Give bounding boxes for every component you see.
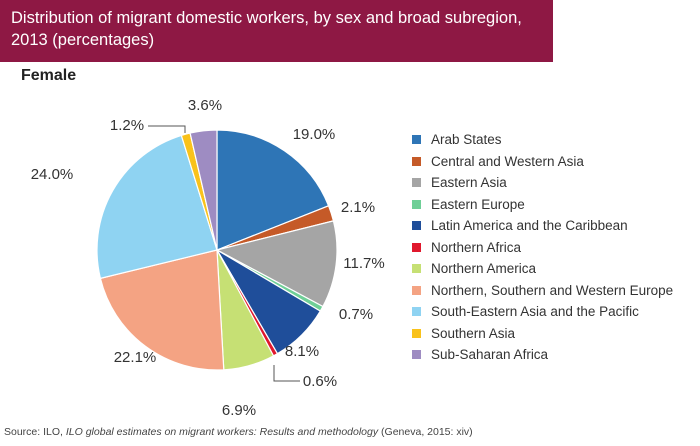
- legend-swatch: [412, 242, 421, 252]
- data-label-latin-america-and-the-caribbean: 8.1%: [285, 343, 319, 360]
- legend-item-south-eastern-asia-and-the-pacific: South-Eastern Asia and the Pacific: [412, 301, 673, 323]
- legend-swatch: [412, 135, 421, 145]
- legend-label: Sub-Saharan Africa: [431, 347, 549, 363]
- legend-label: Eastern Europe: [431, 196, 525, 212]
- data-label-southern-asia: 1.2%: [110, 117, 144, 134]
- data-label-central-and-western-asia: 2.1%: [341, 199, 375, 216]
- pie-slice-eastern-asia: [215, 220, 338, 308]
- legend-label: Central and Western Asia: [431, 153, 584, 169]
- source-prefix: Source: ILO,: [4, 426, 66, 438]
- legend-label: Southern Asia: [431, 325, 516, 341]
- legend-item-eastern-asia: Eastern Asia: [412, 172, 673, 194]
- data-label-eastern-asia: 11.7%: [343, 255, 384, 272]
- legend-item-arab-states: Arab States: [412, 129, 673, 151]
- legend-swatch: [412, 328, 421, 338]
- legend-item-northern-africa: Northern Africa: [412, 237, 673, 259]
- source-title: ILO global estimates on migrant workers:…: [65, 426, 379, 438]
- legend-item-southern-asia: Southern Asia: [412, 323, 673, 345]
- legend-label: Arab States: [431, 132, 502, 148]
- legend-label: Northern, Southern and Western Europe: [431, 282, 674, 298]
- legend-swatch: [412, 221, 421, 231]
- legend-swatch: [412, 285, 421, 295]
- pie-slice-northern-southern-and-western-europe: [99, 249, 225, 371]
- leader-lines: [148, 125, 300, 382]
- legend-item-latin-america-and-the-caribbean: Latin America and the Caribbean: [412, 215, 673, 237]
- legend-item-northern-southern-and-western-europe: Northern, Southern and Western Europe: [412, 280, 673, 302]
- legend-label: Northern Africa: [431, 239, 522, 255]
- pie-slice-south-eastern-asia-and-the-pacific: [96, 134, 218, 280]
- data-label-eastern-europe: 0.7%: [339, 306, 373, 323]
- legend-item-eastern-europe: Eastern Europe: [412, 194, 673, 216]
- legend-label: Latin America and the Caribbean: [431, 218, 628, 234]
- legend-swatch: [412, 350, 421, 360]
- data-label-sub-saharan-africa: 3.6%: [188, 97, 222, 114]
- data-label-northern-america: 6.9%: [222, 402, 256, 419]
- title-bar: Distribution of migrant domestic workers…: [0, 0, 553, 62]
- data-label-arab-states: 19.0%: [293, 126, 336, 143]
- legend-item-central-and-western-asia: Central and Western Asia: [412, 151, 673, 173]
- source-note: Source: ILO, ILO global estimates on mig…: [4, 426, 473, 438]
- data-label-northern-africa: 0.6%: [303, 373, 337, 390]
- chart-title: Distribution of migrant domestic workers…: [11, 9, 522, 49]
- pie-slice-sub-saharan-africa: [189, 129, 218, 251]
- legend-item-northern-america: Northern America: [412, 258, 673, 280]
- legend-swatch: [412, 264, 421, 274]
- legend-swatch: [412, 178, 421, 188]
- legend-swatch: [412, 199, 421, 209]
- legend-label: South-Eastern Asia and the Pacific: [431, 304, 639, 320]
- data-labels: 19.0% 2.1% 11.7% 0.7% 8.1% 0.6% 6.9% 22.1% 24.0%…: [31, 97, 385, 419]
- data-label-south-eastern-asia-and-the-pacific: 24.0%: [31, 166, 74, 183]
- legend: Arab States Central and Western Asia Easte…: [412, 129, 673, 366]
- leader-line-southern-asia: [148, 125, 186, 133]
- legend-item-sub-saharan-africa: Sub-Saharan Africa: [412, 344, 673, 366]
- legend-label: Eastern Asia: [431, 175, 507, 191]
- pie-slices: [96, 129, 338, 371]
- leader-line-northern-africa: [273, 365, 300, 382]
- chart-subtitle: Female: [21, 67, 77, 84]
- legend-swatch: [412, 307, 421, 317]
- legend-label: Northern America: [431, 261, 537, 277]
- pie-slice-arab-states: [216, 129, 330, 251]
- source-suffix: (Geneva, 2015: xiv): [378, 426, 473, 438]
- data-label-northern-southern-and-western-europe: 22.1%: [114, 349, 157, 366]
- legend-swatch: [412, 156, 421, 166]
